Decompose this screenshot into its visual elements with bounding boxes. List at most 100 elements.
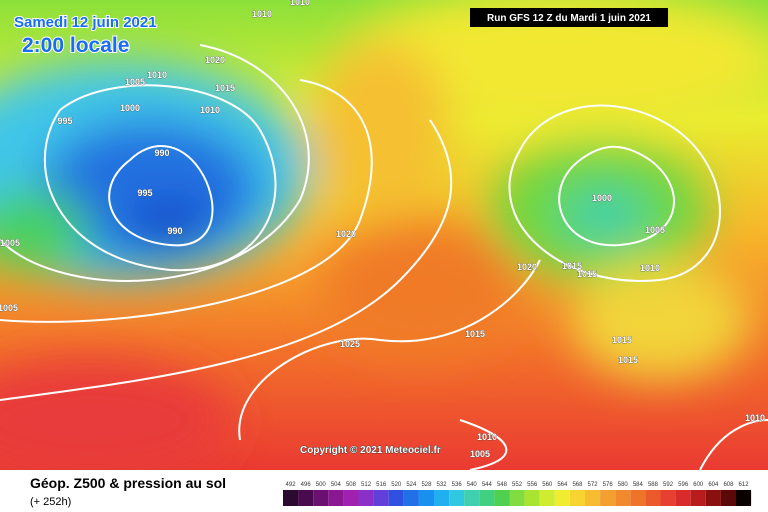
color-swatch [313,490,329,506]
color-swatch [464,490,480,506]
copyright: Copyright © 2021 Meteociel.fr [300,445,441,456]
color-swatch [328,490,344,506]
map-field [0,0,768,470]
color-swatch [539,490,555,506]
isobar-label: 1005 [645,225,665,235]
color-swatch [373,490,389,506]
color-scale-label: 524 [406,482,417,488]
color-swatch [645,490,661,506]
isobar-label: 1020 [205,55,225,65]
color-scale-label: 532 [437,482,448,488]
isobar-label: 1010 [200,105,220,115]
color-scale-label: 600 [693,482,704,488]
isobar-label: 1015 [618,355,638,365]
isobar-label: 1000 [120,103,140,113]
isobar-label: 990 [154,148,169,158]
isobar-label: 1010 [640,263,660,273]
color-scale-label: 508 [346,482,357,488]
isobar-label: 1015 [612,335,632,345]
color-swatch [403,490,419,506]
color-scale-label: 596 [678,482,689,488]
color-swatch [434,490,450,506]
color-swatch [675,490,691,506]
color-swatch [494,490,510,506]
isobar-label: 1020 [336,229,356,239]
isobar-label: 1005 [125,77,145,87]
isobar-label: 1020 [517,262,537,272]
isobar-label: 995 [137,188,152,198]
color-scale-label: 612 [739,482,750,488]
footer-lead: (+ 252h) [30,496,71,508]
color-swatch [600,490,616,506]
color-swatch [585,490,601,506]
color-swatch [449,490,465,506]
color-scale-label: 604 [708,482,719,488]
isobar-label: 995 [57,116,72,126]
color-swatch [615,490,631,506]
isobar-label: 990 [167,226,182,236]
color-scale-label: 592 [663,482,674,488]
color-swatch [705,490,721,506]
color-scale-label: 536 [452,482,463,488]
color-swatch [509,490,525,506]
isobar-label: 1010 [477,432,497,442]
color-scale-label: 528 [421,482,432,488]
color-scale-label: 576 [603,482,614,488]
isobar-label: 1015 [465,329,485,339]
color-scale-label: 552 [512,482,523,488]
color-scale-label: 516 [376,482,387,488]
isobar-label: 1025 [340,339,360,349]
color-swatch [569,490,585,506]
color-swatch [660,490,676,506]
isobar-label: 1010 [745,413,765,423]
color-scale: 492 496 500 504 508 512 516 520 524 528 532 536 540 5… [283,482,752,506]
color-scale-label: 608 [723,482,734,488]
isobar-label: 1005 [0,303,18,313]
color-scale-label: 556 [527,482,538,488]
isobar-label: 1010 [147,70,167,80]
color-swatch [524,490,540,506]
color-scale-label: 492 [286,482,297,488]
color-swatch [343,490,359,506]
color-scale-label: 584 [633,482,644,488]
color-scale-label: 580 [618,482,629,488]
color-swatch [554,490,570,506]
color-swatch [298,490,314,506]
color-swatch [720,490,736,506]
color-swatch [736,490,752,506]
color-scale-label: 560 [542,482,553,488]
isobar-lines [0,44,768,470]
isobar-label: 1015 [215,83,235,93]
color-scale-label: 512 [361,482,372,488]
color-scale-label: 548 [497,482,508,488]
color-scale-label: 504 [331,482,342,488]
color-scale-label: 564 [557,482,568,488]
isobar-label: 1015 [562,261,582,271]
isobar-label: 1000 [592,193,612,203]
color-swatch [358,490,374,506]
color-scale-label: 568 [572,482,583,488]
color-swatch [283,490,299,506]
run-label: Run GFS 12 Z du Mardi 1 juin 2021 [487,13,651,24]
color-scale-label: 544 [482,482,493,488]
color-swatch [630,490,646,506]
color-swatch [418,490,434,506]
isobar-label: 1010 [252,9,272,19]
footer-title: Géop. Z500 & pression au sol [30,475,226,491]
isobar-label: 1010 [290,0,310,7]
color-scale-label: 500 [316,482,327,488]
color-scale-label: 520 [391,482,402,488]
color-swatch [479,490,495,506]
color-scale-label: 572 [588,482,599,488]
color-swatch [690,490,706,506]
color-scale-label: 496 [301,482,312,488]
run-banner [470,8,668,27]
isobar-label: 1005 [0,238,20,248]
isobar-label: 1005 [470,449,490,459]
time-label: 2:00 locale [22,34,129,57]
color-scale-label: 540 [467,482,478,488]
color-swatch [388,490,404,506]
